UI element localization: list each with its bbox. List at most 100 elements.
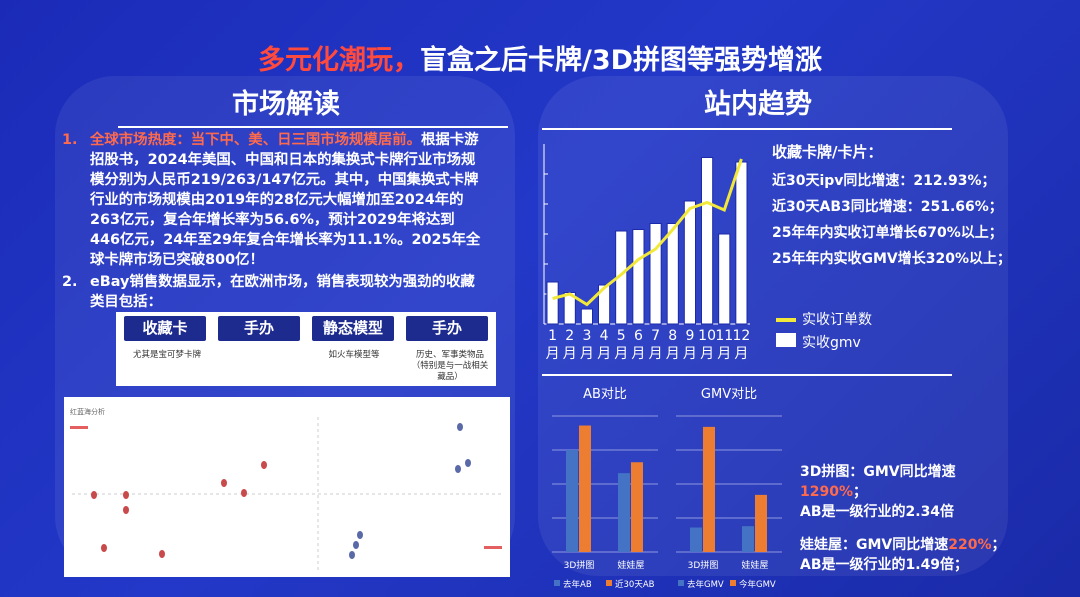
month-unit: 月 — [649, 346, 663, 362]
stats-title: 收藏卡牌/卡片： — [772, 143, 883, 161]
gmv-bar — [718, 233, 731, 325]
month-label: 1 — [548, 328, 557, 344]
note1-d: AB是一级行业的2.34倍 — [800, 504, 955, 520]
month-label: 9 — [685, 328, 694, 344]
month-unit: 月 — [546, 346, 560, 362]
month-unit: 月 — [717, 346, 731, 362]
note2-d: AB是一级行业的1.49倍； — [800, 557, 969, 573]
month-unit: 月 — [666, 346, 680, 362]
legend-swatch — [606, 580, 612, 586]
legend-gmv: 实收gmv — [802, 335, 861, 351]
legend-line-swatch — [776, 318, 796, 322]
month-label: 4 — [600, 328, 609, 344]
scatter-plot — [70, 417, 504, 572]
category-box: 收藏卡 手办 静态模型 手办 尤其是宝可梦卡牌 如火车模型等 历史、军事类物品（… — [116, 312, 496, 386]
item-1-body: 根据卡游招股书，2024年美国、中国和日本的集换式卡牌行业市场规模分别为人民币2… — [90, 132, 481, 268]
item-2-num: 2. — [62, 274, 78, 290]
month-unit: 月 — [563, 346, 577, 362]
item-2-body: eBay销售数据显示，在欧洲市场，销售表现较为强劲的收藏类目包括： — [90, 274, 475, 310]
right-title-divider — [542, 128, 952, 130]
category-note-4: 历史、军事类物品（特别是与一战相关藏品） — [411, 350, 489, 382]
legend-orders: 实收订单数 — [802, 312, 872, 328]
title-rest: 盲盒之后卡牌/3D拼图等强势增涨 — [419, 45, 823, 76]
month-label: 8 — [668, 328, 677, 344]
chart-title: AB对比 — [583, 387, 627, 402]
month-unit: 月 — [700, 346, 714, 362]
month-unit: 月 — [614, 346, 628, 362]
gmv-bar — [649, 223, 662, 325]
category-note-3: 如火车模型等 — [328, 350, 380, 360]
note2-b: 220% — [948, 537, 992, 553]
left-section-title: 市场解读 — [232, 89, 340, 120]
compare-bar — [618, 473, 630, 552]
stat-ab3: 近30天AB3同比增速：251.66%； — [772, 199, 1003, 215]
compare-bar — [703, 426, 715, 552]
legend-swatch — [678, 580, 684, 586]
gmv-bar — [666, 223, 679, 325]
category-label: 娃娃屋 — [617, 559, 644, 571]
month-label: 3 — [582, 328, 591, 344]
legend-label: 去年AB — [563, 579, 592, 590]
legend-label: 今年GMV — [739, 579, 776, 590]
item-1-num: 1. — [62, 132, 78, 148]
gmv-bar — [598, 284, 611, 325]
gmv-bar — [735, 161, 748, 325]
legend-swatch — [730, 580, 736, 586]
red-blue-ocean-scatter: 红蓝海分析 — [64, 397, 510, 577]
category-figures-2: 手办 — [406, 316, 488, 341]
stat-ipv: 近30天ipv同比增速：212.93%； — [772, 173, 996, 189]
legend-swatch — [554, 580, 560, 586]
legend-label: 去年GMV — [687, 579, 724, 590]
compare-bar — [690, 527, 702, 552]
category-static-models: 静态模型 — [312, 316, 394, 341]
page-title: 多元化潮玩，盲盒之后卡牌/3D拼图等强势增涨 — [0, 38, 1080, 77]
left-title-divider — [118, 126, 508, 128]
orders-line — [552, 158, 743, 307]
compare-bar — [631, 462, 643, 552]
gmv-bar — [580, 308, 593, 325]
month-label: 10 — [698, 328, 716, 344]
category-label: 娃娃屋 — [741, 559, 768, 571]
stat-gmv: 25年年内实收GMV增长320%以上； — [772, 251, 1011, 267]
note1-c: ； — [853, 484, 867, 500]
category-label: 3D拼图 — [688, 559, 719, 571]
category-figures: 手办 — [218, 316, 300, 341]
month-label: 11 — [715, 328, 733, 344]
gmv-bar — [546, 281, 559, 325]
month-label: 5 — [617, 328, 626, 344]
month-unit: 月 — [597, 346, 611, 362]
legend-label: 近30天AB — [615, 579, 655, 590]
item-2: 2. eBay销售数据显示，在欧洲市场，销售表现较为强劲的收藏类目包括： — [62, 272, 482, 312]
month-unit: 月 — [631, 346, 645, 362]
note-3d-puzzle: 3D拼图：GMV同比增速 1290%； AB是一级行业的2.34倍 — [800, 462, 956, 522]
note2-c: ； — [991, 537, 1006, 553]
market-text: 1. 全球市场热度：当下中、美、日三国市场规模居前。根据卡游招股书，2024年美… — [62, 118, 508, 398]
stat-orders: 25年年内实收订单增长670%以上； — [772, 225, 1003, 241]
compare-bar — [566, 450, 578, 552]
note1-a: 3D拼图：GMV同比增速 — [800, 464, 956, 480]
right-panel-bg — [538, 76, 1008, 576]
chart-title: GMV对比 — [701, 387, 757, 402]
compare-bar — [755, 494, 767, 552]
gmv-bar — [683, 200, 696, 325]
category-collect-cards: 收藏卡 — [124, 316, 206, 341]
category-note-1: 尤其是宝可梦卡牌 — [132, 350, 201, 360]
month-label: 12 — [733, 328, 751, 344]
compare-bar — [579, 425, 591, 552]
note1-b: 1290% — [800, 484, 853, 500]
note2-a: 娃娃屋：GMV同比增速 — [800, 537, 949, 553]
right-section-title: 站内趋势 — [704, 89, 812, 120]
legend-bar-swatch — [776, 333, 796, 347]
month-label: 6 — [634, 328, 643, 344]
category-label: 3D拼图 — [564, 559, 595, 571]
right-divider — [542, 374, 952, 376]
note-dollhouse: 娃娃屋：GMV同比增速220%； AB是一级行业的1.49倍； — [800, 535, 1006, 575]
gmv-bar — [632, 229, 645, 325]
month-unit: 月 — [734, 346, 748, 362]
gmv-bar — [701, 157, 714, 325]
month-label: 7 — [651, 328, 660, 344]
month-unit: 月 — [580, 346, 594, 362]
